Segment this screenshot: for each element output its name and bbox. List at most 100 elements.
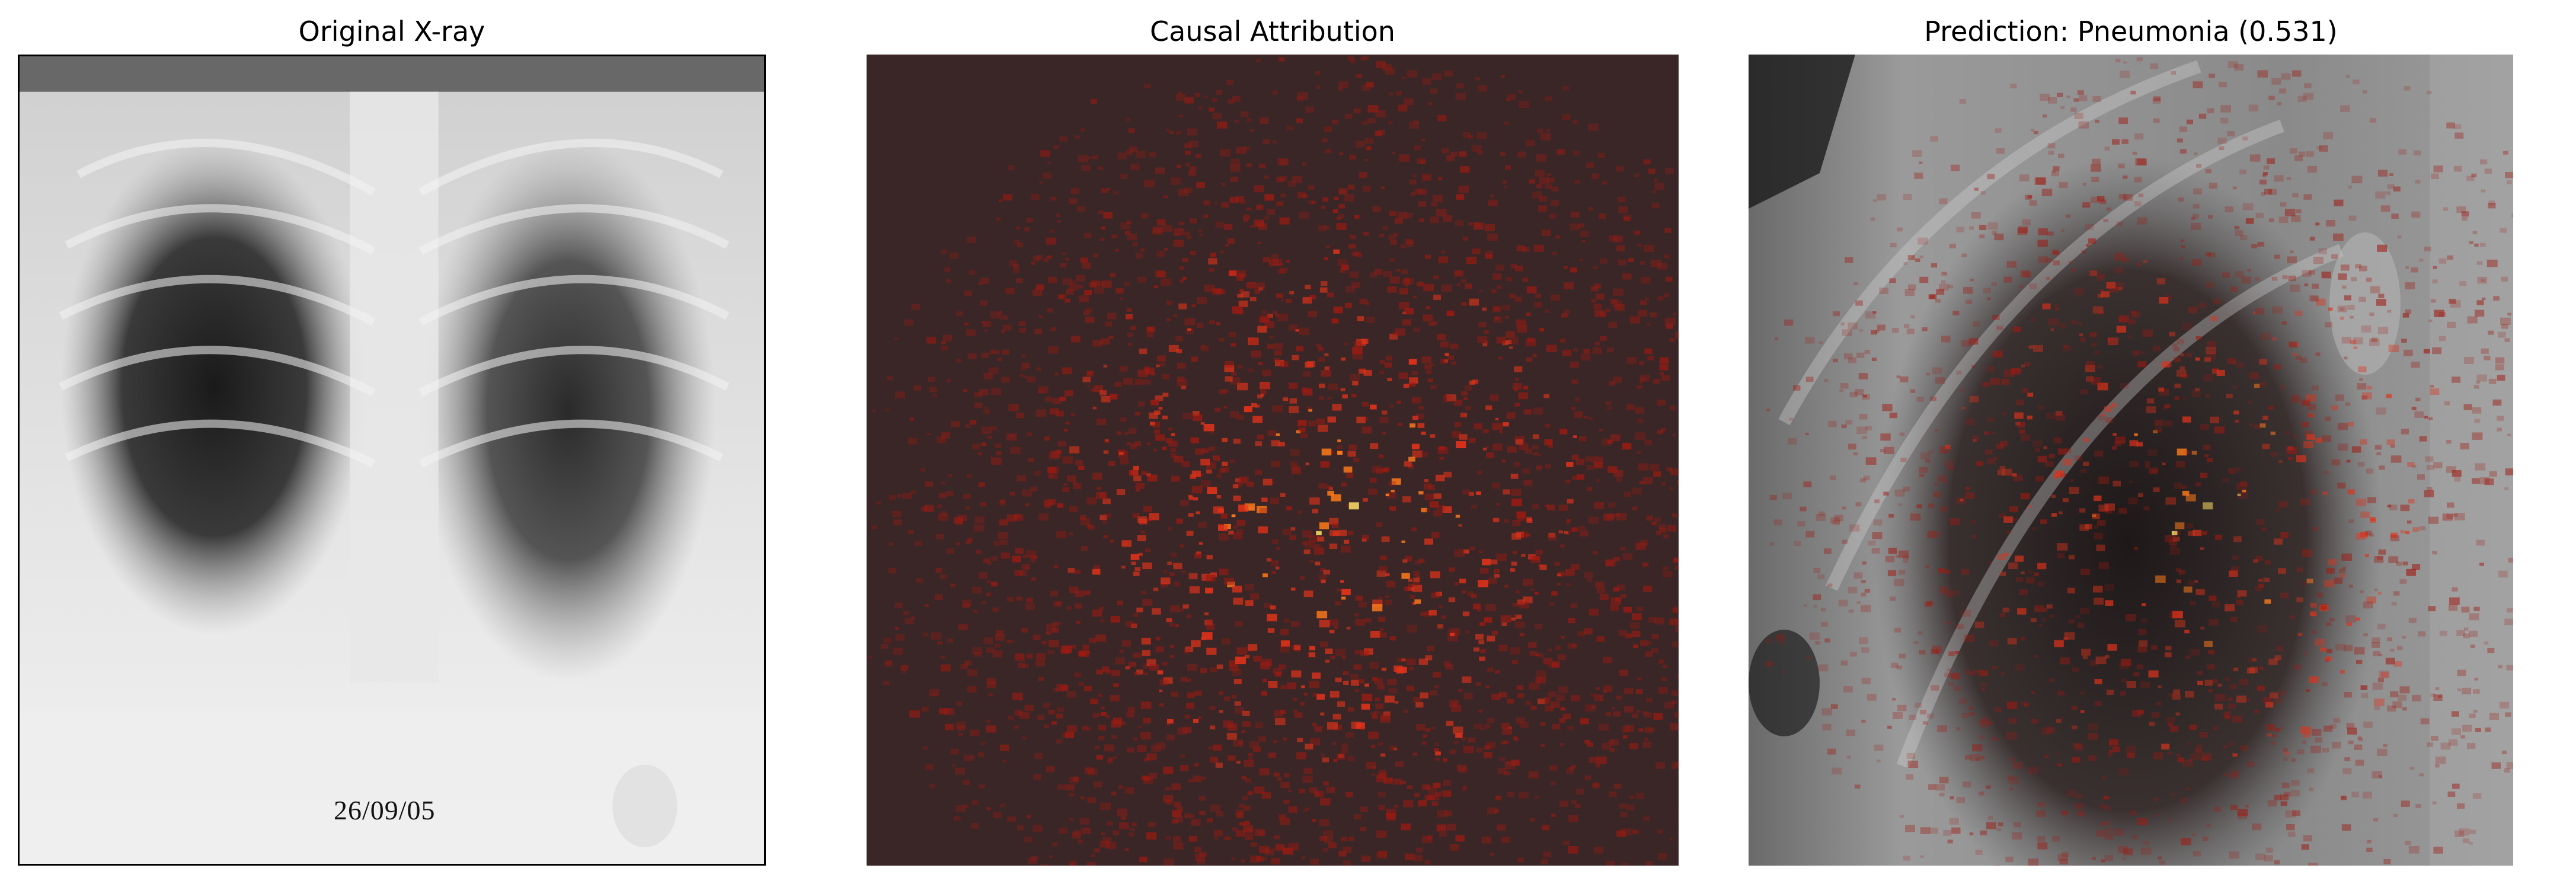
attribution-speck <box>2161 743 2170 750</box>
attribution-speck <box>2331 459 2341 465</box>
attribution-speck <box>1386 809 1396 816</box>
attribution-speck <box>1067 475 1076 482</box>
attribution-speck <box>2383 859 2391 864</box>
attribution-speck <box>2012 473 2017 477</box>
attribution-speck <box>1584 776 1591 780</box>
attribution-speck <box>2419 259 2424 262</box>
attribution-speck <box>1045 504 1051 509</box>
attribution-speck <box>1280 493 1286 497</box>
attribution-speck <box>2353 346 2358 349</box>
attribution-speck <box>2001 378 2010 385</box>
attribution-speck <box>1987 417 1994 422</box>
attribution-speck <box>1441 615 1446 619</box>
attribution-speck <box>1235 481 1243 487</box>
attribution-speck <box>1182 277 1187 280</box>
attribution-speck <box>2390 691 2399 698</box>
attribution-speck <box>1010 446 1021 454</box>
attribution-speck <box>1018 321 1026 326</box>
attribution-speck <box>2193 81 2203 88</box>
attribution-speck <box>1139 856 1148 863</box>
attribution-speck <box>1387 286 1397 293</box>
attribution-speck <box>1593 266 1598 269</box>
attribution-speck <box>1938 568 1945 573</box>
attribution-speck <box>1244 821 1250 825</box>
attribution-speck <box>2486 259 2498 267</box>
attribution-speck <box>1269 335 1274 339</box>
attribution-speck <box>2412 464 2417 468</box>
attribution-speck <box>1462 591 1466 593</box>
attribution-speck <box>2446 466 2456 473</box>
attribution-speck <box>1244 584 1254 591</box>
attribution-speck <box>1065 298 1070 303</box>
attribution-speck <box>2001 411 2007 416</box>
attribution-speck <box>1587 742 1593 747</box>
attribution-speck <box>925 604 929 607</box>
attribution-speck <box>1283 847 1294 855</box>
attribution-speck <box>2057 92 2063 97</box>
attribution-speck <box>1633 230 1641 235</box>
attribution-speck <box>1206 575 1216 582</box>
attribution-speck <box>1335 677 1342 682</box>
attribution-speck <box>1286 298 1292 303</box>
attribution-speck <box>1389 92 1394 95</box>
attribution-speck <box>2188 531 2195 536</box>
attribution-speck <box>2453 513 2458 517</box>
attribution-speck <box>945 491 954 497</box>
attribution-speck <box>1329 450 1335 454</box>
attribution-speck <box>1274 350 1282 356</box>
attribution-speck <box>2226 394 2233 398</box>
attribution-speck <box>1227 723 1238 730</box>
attribution-speck <box>2011 368 2021 375</box>
attribution-speck <box>981 442 987 446</box>
attribution-speck <box>1267 209 1276 215</box>
attribution-speck <box>1163 795 1174 802</box>
attribution-speck <box>1492 483 1500 489</box>
attribution-speck <box>1049 452 1059 459</box>
attribution-speck <box>1295 329 1299 332</box>
attribution-speck <box>1344 540 1350 544</box>
attribution-speck <box>1317 425 1328 432</box>
attribution-speck <box>1449 567 1455 572</box>
attribution-speck <box>2433 266 2437 269</box>
attribution-speck <box>1048 255 1053 259</box>
attribution-speck <box>1642 742 1651 748</box>
attribution-speck <box>1526 357 1533 362</box>
attribution-speck <box>1235 656 1246 665</box>
attribution-speck <box>2235 467 2242 472</box>
attribution-speck <box>893 519 902 526</box>
attribution-speck <box>1338 81 1348 88</box>
attribution-speck <box>2284 431 2290 435</box>
attribution-speck <box>2463 404 2472 410</box>
attribution-speck <box>1393 778 1402 785</box>
attribution-speck <box>1914 173 1923 179</box>
attribution-speck <box>1188 835 1197 842</box>
attribution-speck <box>983 637 993 644</box>
attribution-speck <box>1487 636 1495 642</box>
attribution-speck <box>1637 243 1642 247</box>
attribution-speck <box>2377 678 2384 682</box>
attribution-speck <box>2107 644 2117 651</box>
attribution-speck <box>1450 151 1458 157</box>
attribution-speck <box>1983 288 1991 293</box>
attribution-speck <box>1173 836 1181 842</box>
attribution-speck <box>1360 57 1366 61</box>
attribution-speck <box>2085 224 2094 231</box>
attribution-speck <box>2369 118 2376 123</box>
attribution-speck <box>1500 152 1506 157</box>
attribution-speck <box>1517 599 1525 605</box>
attribution-speck <box>2234 226 2240 229</box>
attribution-speck <box>1069 506 1078 513</box>
attribution-speck <box>1132 513 1140 518</box>
attribution-speck <box>937 641 942 645</box>
attribution-speck <box>1991 736 1997 741</box>
attribution-speck <box>2296 455 2306 462</box>
attribution-speck <box>2325 659 2329 662</box>
attribution-speck <box>1273 772 1280 777</box>
attribution-speck <box>2307 413 2313 417</box>
attribution-speck <box>2152 469 2158 474</box>
attribution-speck <box>2263 697 2271 703</box>
attribution-speck <box>1961 340 1971 347</box>
attribution-speck <box>1024 837 1033 842</box>
attribution-speck <box>1449 749 1457 755</box>
attribution-speck <box>2460 443 2469 449</box>
